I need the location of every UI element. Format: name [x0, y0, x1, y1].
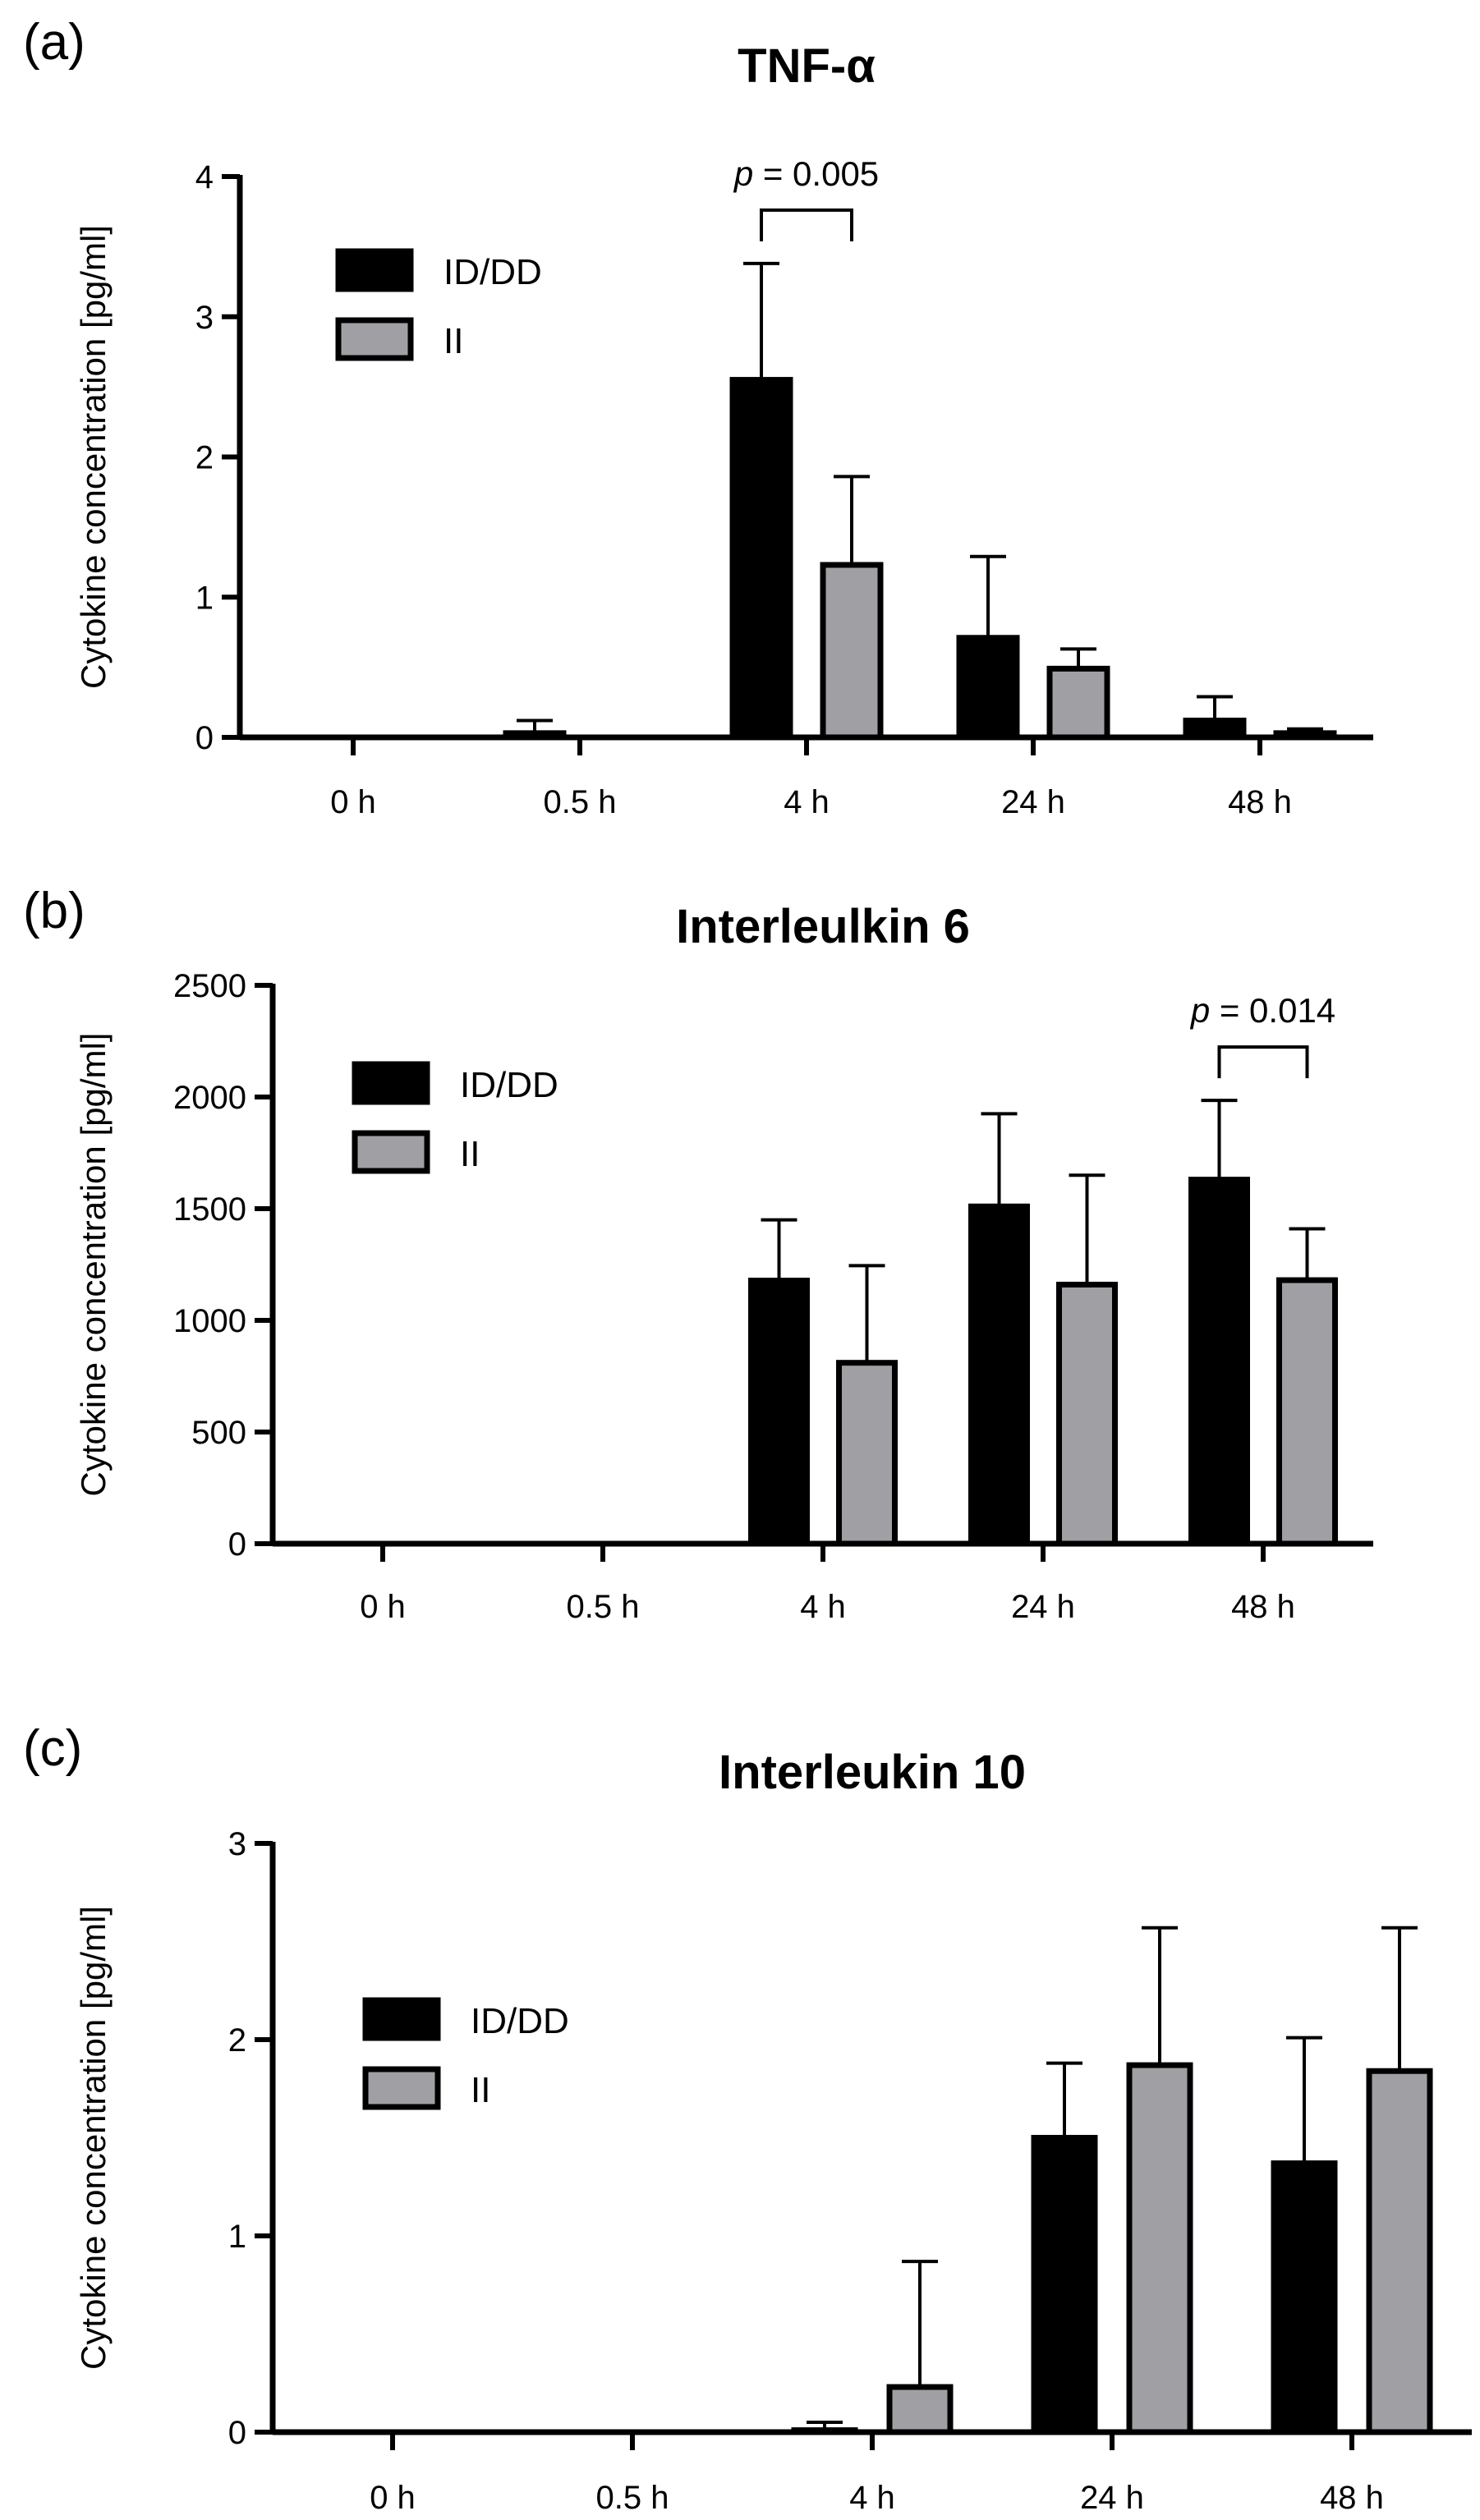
panel-label: (a)	[23, 14, 85, 71]
panel-label: (c)	[23, 1720, 82, 1777]
x-tick-label: 0.5 h	[544, 784, 617, 820]
panel-label: (b)	[23, 883, 85, 939]
legend-label: II	[460, 1134, 480, 1174]
y-tick-label: 4	[195, 159, 214, 195]
chart-panel-2: (b) Interleulkin 6 Cytokine concentration …	[23, 883, 1373, 1625]
y-tick-label: 0	[228, 1526, 246, 1563]
bar-ii-24h	[1126, 2062, 1193, 2435]
bar-id-dd-48h	[1271, 2160, 1338, 2435]
y-tick-label: 2	[228, 2022, 246, 2059]
x-tick-label: 0 h	[370, 2480, 416, 2516]
y-tick-label: 0	[228, 2415, 246, 2451]
x-tick-label: 0 h	[360, 1589, 406, 1625]
bar-id-dd-24h	[1031, 2135, 1098, 2435]
bar-id-dd-24h	[968, 1203, 1030, 1547]
y-tick-label: 2	[195, 440, 214, 476]
y-tick-label: 1	[195, 580, 214, 616]
y-axis-label: Cytokine concentration [pg/ml]	[74, 225, 113, 689]
x-tick-label: 48 h	[1231, 1589, 1295, 1625]
p-value-label: p = 0.005	[733, 154, 879, 193]
x-tick-label: 24 h	[1080, 2480, 1144, 2516]
x-tick-label: 4 h	[849, 2480, 895, 2516]
y-tick-label: 2500	[173, 968, 246, 1004]
chart-title: Interleulkin 6	[676, 900, 970, 953]
p-value-text: = 0.005	[753, 154, 879, 193]
y-tick-label: 0	[195, 720, 214, 756]
y-axis-label: Cytokine concentration [pg/ml]	[74, 1033, 113, 1497]
legend-swatch	[362, 2066, 441, 2110]
chart-title: TNF-α	[738, 39, 876, 93]
legend-label: II	[471, 2070, 490, 2110]
y-tick-label: 3	[195, 300, 214, 336]
bar-id-dd-4h	[748, 1278, 810, 1547]
bar-id-dd-4h	[729, 377, 793, 741]
significance-bracket	[760, 208, 853, 241]
bar-ii-48h	[1273, 730, 1337, 741]
legend-label: II	[444, 321, 463, 361]
bar-id-dd-4h	[791, 2427, 858, 2435]
y-tick-label: 1	[228, 2219, 246, 2255]
x-tick-label: 24 h	[1011, 1589, 1075, 1625]
legend-swatch	[352, 1130, 430, 1174]
y-tick-label: 3	[228, 1826, 246, 1862]
legend-swatch	[335, 248, 414, 292]
bar-ii-24h	[1046, 665, 1110, 741]
y-axis-label: Cytokine concentration [pg/ml]	[74, 1906, 113, 2370]
legend-swatch	[362, 1997, 441, 2041]
legend-label: ID/DD	[444, 252, 542, 292]
p-value-text: = 0.014	[1210, 991, 1335, 1030]
x-tick-label: 48 h	[1228, 784, 1292, 820]
x-tick-label: 4 h	[784, 784, 830, 820]
significance-bracket	[1217, 1045, 1309, 1079]
x-tick-label: 0.5 h	[596, 2480, 669, 2516]
p-symbol: p	[733, 154, 753, 193]
bar-ii-4h	[820, 562, 884, 741]
bar-id-dd-24h	[956, 635, 1020, 741]
x-tick-label: 48 h	[1320, 2480, 1384, 2516]
x-tick-label: 0.5 h	[567, 1589, 640, 1625]
bar-ii-4h	[886, 2384, 954, 2435]
bar-ii-4h	[836, 1360, 898, 1547]
legend-swatch	[335, 317, 414, 361]
legend-label: ID/DD	[460, 1065, 558, 1105]
bar-ii-48h	[1276, 1277, 1338, 1547]
x-tick-label: 4 h	[800, 1589, 846, 1625]
bar-id-dd-48h	[1188, 1177, 1250, 1547]
p-value-label: p = 0.014	[1189, 991, 1335, 1030]
chart-panel-3: (c) Interleukin 10 Cytokine concentration …	[23, 1720, 1472, 2516]
chart-title: Interleukin 10	[719, 1746, 1026, 1799]
y-tick-label: 2000	[173, 1080, 246, 1116]
bar-ii-24h	[1056, 1281, 1118, 1547]
bar-id-dd-48h	[1183, 718, 1247, 741]
bar-id-dd-0.5h	[503, 730, 567, 741]
chart-panel-1: (a) TNF-α Cytokine concentration [pg/ml] 0 1…	[23, 14, 1373, 820]
legend-swatch	[352, 1061, 430, 1105]
y-tick-label: 500	[191, 1415, 246, 1451]
x-tick-label: 24 h	[1001, 784, 1065, 820]
x-tick-label: 0 h	[330, 784, 376, 820]
legend-label: ID/DD	[471, 2001, 569, 2041]
y-tick-label: 1000	[173, 1303, 246, 1339]
bar-ii-48h	[1366, 2068, 1433, 2435]
p-symbol: p	[1189, 991, 1210, 1030]
y-tick-label: 1500	[173, 1191, 246, 1228]
